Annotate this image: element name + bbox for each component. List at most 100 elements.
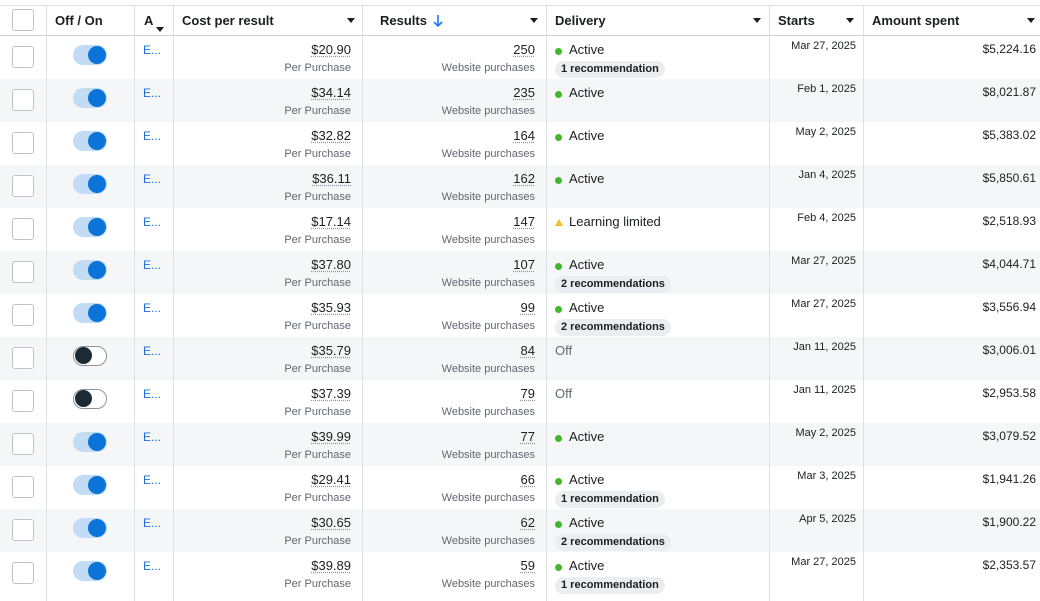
recommendation-badge[interactable]: 1 recommendation xyxy=(555,577,665,594)
ad-toggle-switch[interactable] xyxy=(73,303,107,323)
results-value[interactable]: 62 xyxy=(520,515,535,530)
table-row[interactable]: E... $20.90 Per Purchase 250 Website purchas… xyxy=(0,36,1040,79)
cost-per-result-caption: Per Purchase xyxy=(284,535,351,547)
row-checkbox[interactable] xyxy=(12,390,34,412)
ad-toggle-switch[interactable] xyxy=(73,88,107,108)
ad-name-link[interactable]: E... xyxy=(143,86,162,100)
chevron-down-icon[interactable] xyxy=(530,18,538,23)
header-cost-per-result[interactable]: Cost per result xyxy=(174,6,363,35)
row-checkbox[interactable] xyxy=(12,519,34,541)
results-value[interactable]: 250 xyxy=(513,42,535,57)
table-row[interactable]: E... $32.82 Per Purchase 164 Website purchas… xyxy=(0,122,1040,165)
table-row[interactable]: E... $29.41 Per Purchase 66 Website purchase… xyxy=(0,466,1040,509)
ad-toggle-switch[interactable] xyxy=(73,518,107,538)
ad-toggle-switch[interactable] xyxy=(73,432,107,452)
header-delivery[interactable]: Delivery xyxy=(547,6,770,35)
ad-toggle-switch[interactable] xyxy=(73,346,107,366)
cost-per-result-value[interactable]: $37.39 xyxy=(311,386,351,401)
row-checkbox[interactable] xyxy=(12,261,34,283)
row-checkbox[interactable] xyxy=(12,476,34,498)
results-value[interactable]: 79 xyxy=(520,386,535,401)
row-checkbox[interactable] xyxy=(12,347,34,369)
header-off-on[interactable]: Off / On xyxy=(47,6,135,35)
table-row[interactable]: E... $39.89 Per Purchase 59 Website purchase… xyxy=(0,552,1040,595)
ad-name-link[interactable]: E... xyxy=(143,387,162,401)
cost-per-result-value[interactable]: $32.82 xyxy=(311,128,351,143)
row-checkbox[interactable] xyxy=(12,562,34,584)
results-value[interactable]: 235 xyxy=(513,85,535,100)
ad-name-link[interactable]: E... xyxy=(143,215,162,229)
ad-toggle-switch[interactable] xyxy=(73,217,107,237)
recommendation-badge[interactable]: 1 recommendation xyxy=(555,491,665,508)
cost-per-result-value[interactable]: $35.93 xyxy=(311,300,351,315)
select-all-checkbox[interactable] xyxy=(12,9,34,31)
ad-toggle-switch[interactable] xyxy=(73,174,107,194)
results-caption: Website purchases xyxy=(441,148,535,160)
table-row[interactable]: E... $37.39 Per Purchase 79 Website purchase… xyxy=(0,380,1040,423)
cost-per-result-value[interactable]: $37.80 xyxy=(311,257,351,272)
row-checkbox[interactable] xyxy=(12,132,34,154)
ad-name-link[interactable]: E... xyxy=(143,559,162,573)
ad-name-link[interactable]: E... xyxy=(143,258,162,272)
table-row[interactable]: E... $30.65 Per Purchase 62 Website purchase… xyxy=(0,509,1040,552)
ad-name-link[interactable]: E... xyxy=(143,129,162,143)
cost-per-result-value[interactable]: $17.14 xyxy=(311,214,351,229)
cost-per-result-value[interactable]: $34.14 xyxy=(311,85,351,100)
ad-toggle-switch[interactable] xyxy=(73,45,107,65)
cost-per-result-value[interactable]: $20.90 xyxy=(311,42,351,57)
row-checkbox[interactable] xyxy=(12,304,34,326)
ad-name-link[interactable]: E... xyxy=(143,344,162,358)
ad-name-link[interactable]: E... xyxy=(143,301,162,315)
cost-per-result-value[interactable]: $39.99 xyxy=(311,429,351,444)
cost-per-result-value[interactable]: $39.89 xyxy=(311,558,351,573)
cost-per-result-value[interactable]: $29.41 xyxy=(311,472,351,487)
cost-per-result-value[interactable]: $35.79 xyxy=(311,343,351,358)
table-row[interactable]: E... $36.11 Per Purchase 162 Website purchas… xyxy=(0,165,1040,208)
results-value[interactable]: 77 xyxy=(520,429,535,444)
results-value[interactable]: 66 xyxy=(520,472,535,487)
header-results[interactable]: Results xyxy=(363,6,547,35)
ad-name-link[interactable]: E... xyxy=(143,516,162,530)
header-ad-name[interactable]: A xyxy=(136,6,174,35)
ad-name-link[interactable]: E... xyxy=(143,473,162,487)
chevron-down-icon[interactable] xyxy=(347,18,355,23)
recommendation-badge[interactable]: 2 recommendations xyxy=(555,534,671,551)
chevron-down-icon[interactable] xyxy=(1027,18,1035,23)
row-checkbox[interactable] xyxy=(12,218,34,240)
row-checkbox[interactable] xyxy=(12,89,34,111)
recommendation-badge[interactable]: 1 recommendation xyxy=(555,61,665,78)
toggle-knob xyxy=(88,89,106,107)
chevron-down-icon[interactable] xyxy=(846,18,854,23)
results-value[interactable]: 84 xyxy=(520,343,535,358)
recommendation-badge[interactable]: 2 recommendations xyxy=(555,319,671,336)
table-row[interactable]: E... $39.99 Per Purchase 77 Website purchase… xyxy=(0,423,1040,466)
ad-name-link[interactable]: E... xyxy=(143,430,162,444)
table-row[interactable]: E... $37.80 Per Purchase 107 Website purchas… xyxy=(0,251,1040,294)
ad-toggle-switch[interactable] xyxy=(73,561,107,581)
ad-name-link[interactable]: E... xyxy=(143,43,162,57)
row-checkbox[interactable] xyxy=(12,433,34,455)
ad-toggle-switch[interactable] xyxy=(73,131,107,151)
row-checkbox[interactable] xyxy=(12,46,34,68)
header-starts[interactable]: Starts xyxy=(770,6,864,35)
results-value[interactable]: 107 xyxy=(513,257,535,272)
chevron-down-icon[interactable] xyxy=(753,18,761,23)
row-checkbox[interactable] xyxy=(12,175,34,197)
results-value[interactable]: 147 xyxy=(513,214,535,229)
table-row[interactable]: E... $35.79 Per Purchase 84 Website purchase… xyxy=(0,337,1040,380)
table-row[interactable]: E... $17.14 Per Purchase 147 Website purchas… xyxy=(0,208,1040,251)
ad-toggle-switch[interactable] xyxy=(73,389,107,409)
header-amount-spent[interactable]: Amount spent xyxy=(864,6,1040,35)
cost-per-result-value[interactable]: $36.11 xyxy=(312,171,351,186)
ad-toggle-switch[interactable] xyxy=(73,475,107,495)
results-value[interactable]: 164 xyxy=(513,128,535,143)
results-value[interactable]: 59 xyxy=(520,558,535,573)
table-row[interactable]: E... $35.93 Per Purchase 99 Website purchase… xyxy=(0,294,1040,337)
ad-name-link[interactable]: E... xyxy=(143,172,162,186)
table-row[interactable]: E... $34.14 Per Purchase 235 Website purchas… xyxy=(0,79,1040,122)
results-value[interactable]: 162 xyxy=(513,171,535,186)
results-value[interactable]: 99 xyxy=(520,300,535,315)
ad-toggle-switch[interactable] xyxy=(73,260,107,280)
cost-per-result-value[interactable]: $30.65 xyxy=(311,515,351,530)
recommendation-badge[interactable]: 2 recommendations xyxy=(555,276,671,293)
